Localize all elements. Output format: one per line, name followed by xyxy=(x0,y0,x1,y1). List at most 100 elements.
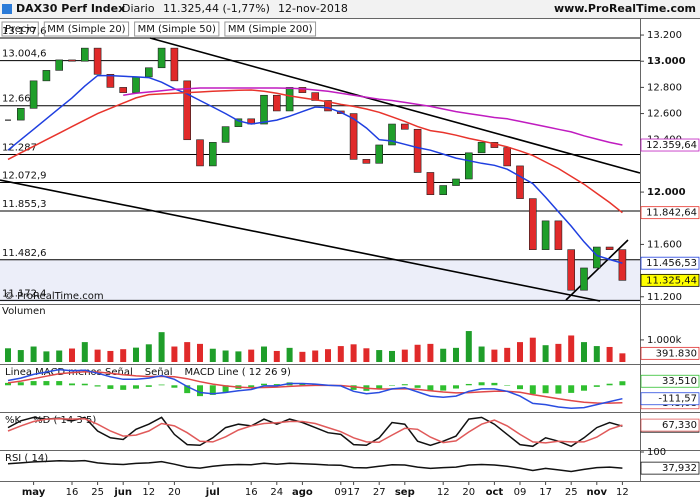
candle-body xyxy=(541,220,550,250)
series-line xyxy=(123,87,623,146)
legend-box xyxy=(1,21,39,37)
bar xyxy=(440,385,447,391)
series-line xyxy=(7,74,623,264)
series-line xyxy=(7,371,623,404)
bar xyxy=(478,382,485,386)
candle-body xyxy=(119,87,127,93)
bar xyxy=(43,351,50,362)
bar xyxy=(120,385,127,390)
bar xyxy=(81,342,88,362)
bar xyxy=(389,385,395,386)
x-tick-label: 27 xyxy=(373,487,386,498)
value-box xyxy=(640,374,700,388)
bar xyxy=(529,385,536,395)
bar xyxy=(56,350,63,362)
x-tick-label: 17 xyxy=(347,487,360,498)
candle-body xyxy=(439,185,448,195)
bar xyxy=(94,385,101,387)
bar xyxy=(453,347,459,362)
level-label: 12.287 xyxy=(2,143,37,154)
legend-entry: RSI ( 14) xyxy=(5,453,48,464)
bar xyxy=(222,385,229,392)
candle-body xyxy=(554,220,563,250)
x-tick-label: oct xyxy=(486,487,504,498)
bar xyxy=(43,381,50,386)
candle-body xyxy=(298,87,307,93)
panel-borders xyxy=(0,18,700,482)
bar xyxy=(606,383,613,386)
bar xyxy=(350,344,357,362)
candle-body xyxy=(400,123,409,130)
bar xyxy=(81,383,88,386)
y-tick-label: 12.800 xyxy=(647,82,682,93)
level-label: 11.855,3 xyxy=(2,199,47,210)
x-tick-label: 25 xyxy=(565,487,578,498)
value-box xyxy=(640,206,700,220)
candle-body xyxy=(55,59,64,71)
bar xyxy=(158,332,165,362)
value-box-label: 37,932 xyxy=(662,463,697,474)
bar xyxy=(401,384,408,386)
bar xyxy=(299,351,306,362)
candle-body xyxy=(516,165,524,199)
bar xyxy=(478,346,485,362)
bar xyxy=(453,385,459,389)
legend-entry: %D ( 14 3 5) xyxy=(33,415,96,426)
bar xyxy=(606,346,613,362)
bar xyxy=(145,385,152,387)
bar xyxy=(69,383,75,386)
legend-entry: MM (Simple 200) xyxy=(228,24,313,35)
x-tick-label: 09 xyxy=(514,487,527,498)
bar xyxy=(504,347,511,362)
bar xyxy=(414,344,421,362)
bar xyxy=(581,342,587,362)
x-tick-label: 12 xyxy=(437,487,450,498)
period: Diario xyxy=(122,2,155,15)
candle-body xyxy=(349,113,358,160)
bar xyxy=(593,346,600,362)
x-tick-label: sep xyxy=(395,487,415,498)
bar xyxy=(363,348,370,362)
value-box-label: 12.359,64 xyxy=(646,140,697,151)
value-box xyxy=(640,346,700,360)
x-tick-label: 17 xyxy=(539,487,552,498)
candle-body xyxy=(145,67,153,78)
x-tick-label: 16 xyxy=(245,487,258,498)
value-box xyxy=(640,138,700,152)
x-tick-label: 24 xyxy=(270,487,283,498)
series-line xyxy=(7,459,623,473)
bar xyxy=(337,346,344,362)
candle-body xyxy=(464,152,473,180)
value-box xyxy=(640,418,700,432)
bar xyxy=(17,382,24,386)
legend-box xyxy=(224,21,317,37)
candle-body xyxy=(375,144,384,164)
candle-body xyxy=(81,47,89,62)
bar xyxy=(542,345,549,362)
candle-body xyxy=(196,139,204,167)
watermark: © ProRealTime.com xyxy=(4,291,104,302)
panel-title: Volumen xyxy=(2,306,46,317)
x-tick-label: 09 xyxy=(334,487,347,498)
y-tick-label: 11.200 xyxy=(647,292,682,303)
bar xyxy=(17,350,24,362)
level-label: 12.072,9 xyxy=(2,171,47,182)
bar xyxy=(69,348,75,362)
value-box-label: 33,510 xyxy=(662,376,697,387)
candle-body xyxy=(183,80,191,141)
candle-body xyxy=(528,198,537,250)
value-box xyxy=(640,256,700,270)
series-line xyxy=(7,368,623,409)
bar xyxy=(107,350,114,362)
bar xyxy=(325,349,331,362)
date: 12-nov-2018 xyxy=(278,2,348,15)
y-tick-label: 13.200 xyxy=(647,30,682,41)
level-label: 13.177,6 xyxy=(2,26,47,37)
bar xyxy=(197,343,203,362)
header-bar xyxy=(0,0,700,18)
level-label: 11.482,6 xyxy=(2,248,47,259)
bar xyxy=(389,350,395,362)
legend-entry: MM (Simple 20) xyxy=(47,24,125,35)
value-box-label: 11.456,53 xyxy=(646,258,697,269)
bar xyxy=(261,383,267,386)
